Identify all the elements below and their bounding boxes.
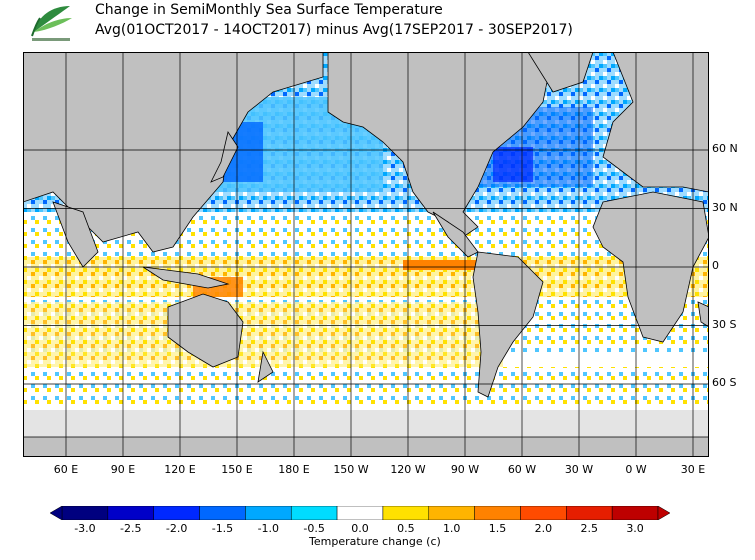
colorbar-tick-label: 1.0 (442, 522, 461, 535)
colorbar-swatch (199, 506, 246, 520)
colorbar-swatch (61, 506, 109, 520)
latitude-label: 60 S (712, 376, 737, 389)
labrador-strong-cooling (493, 147, 533, 182)
colorbar-tick-label: 0.5 (397, 522, 415, 535)
land-south-america (472, 251, 544, 398)
colorbar-tick-label: -2.5 (120, 522, 142, 535)
longitude-label: 30 W (564, 463, 594, 476)
longitude-label: 150 E (221, 463, 253, 476)
map-border (23, 52, 709, 457)
chart-subtitle: Avg(01OCT2017 - 14OCT2017) minus Avg(17S… (95, 22, 573, 38)
colorbar-tick-label: -3.0 (74, 522, 96, 535)
land-asia (23, 52, 324, 253)
latitude-label: 0 (712, 259, 719, 272)
agency-leaf-logo (31, 6, 72, 41)
colorbar-tick-label: 2.0 (534, 522, 553, 535)
colorbar-tick-label: 1.5 (488, 522, 507, 535)
colorbar-swatch (611, 506, 659, 520)
colorbar-tick-label: 0.0 (351, 522, 369, 535)
latitude-label: 30 N (712, 200, 738, 214)
colorbar-label: Temperature change (c) (309, 535, 441, 548)
land-madagascar (697, 301, 709, 328)
land-europe (602, 52, 709, 193)
longitude-label: 60 E (53, 463, 79, 476)
longitude-label: 120 E (164, 463, 196, 476)
longitude-label: 180 E (278, 463, 310, 476)
sst-map (23, 52, 709, 457)
longitude-label: 90 E (110, 463, 136, 476)
longitude-label: 150 W (333, 463, 369, 476)
colorbar-min-arrow (50, 506, 63, 520)
land-central-america (432, 211, 479, 258)
temperature-colorbar (50, 506, 670, 520)
land-japan (210, 131, 239, 183)
colorbar-swatch (566, 506, 613, 520)
longitude-label: 30 E (680, 463, 706, 476)
colorbar-tick-label: -1.5 (211, 522, 234, 535)
colorbar-swatch (290, 506, 338, 520)
east-pacific-warm-streak (403, 260, 483, 270)
colorbar-max-arrow (657, 506, 670, 520)
land-antarctica (23, 436, 709, 457)
colorbar-tick-label: -1.0 (257, 522, 280, 535)
chart-title: Change in SemiMonthly Sea Surface Temper… (95, 2, 443, 18)
longitude-label: 120 W (390, 463, 426, 476)
colorbar-swatch (382, 506, 430, 520)
colorbar-swatch (336, 506, 384, 520)
colorbar-swatch (520, 506, 567, 520)
latitude-label: 30 S (712, 317, 737, 331)
land-new-zealand (257, 350, 274, 383)
colorbar-tick-label: 2.5 (580, 522, 598, 535)
colorbar-tick-label: -2.0 (165, 522, 188, 535)
colorbar-swatch (107, 506, 154, 520)
land-india (52, 201, 99, 268)
colorbar-swatch (153, 506, 200, 520)
land-indonesia (142, 266, 230, 289)
land-australia (167, 293, 244, 368)
colorbar-swatch (245, 506, 292, 520)
colorbar-tick-label: -0.5 (303, 522, 325, 535)
graticule (23, 52, 709, 457)
colorbar-swatch (474, 506, 521, 520)
colorbar-tick-label: 3.0 (626, 522, 644, 535)
south-mixed-band (23, 367, 709, 407)
equatorial-warming (23, 257, 709, 297)
longitude-label: 90 W (450, 463, 480, 476)
land-greenland (527, 52, 594, 93)
latitude-label: 60 N (712, 142, 738, 155)
land-masses (23, 52, 709, 457)
longitude-label: 0 W (625, 463, 647, 476)
colorbar-swatch (428, 506, 475, 520)
longitude-label: 60 W (507, 463, 537, 476)
